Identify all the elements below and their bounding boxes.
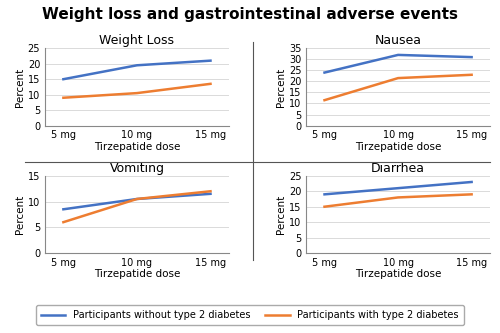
Y-axis label: Percent: Percent [276, 67, 286, 107]
X-axis label: Tirzepatide dose: Tirzepatide dose [94, 142, 180, 152]
Title: Diarrhea: Diarrhea [371, 162, 425, 174]
X-axis label: Tirzepatide dose: Tirzepatide dose [355, 142, 441, 152]
Legend: Participants without type 2 diabetes, Participants with type 2 diabetes: Participants without type 2 diabetes, Pa… [36, 305, 464, 325]
X-axis label: Tirzepatide dose: Tirzepatide dose [94, 269, 180, 279]
Y-axis label: Percent: Percent [276, 195, 286, 234]
X-axis label: Tirzepatide dose: Tirzepatide dose [355, 269, 441, 279]
Title: Vomiting: Vomiting [110, 162, 164, 174]
Y-axis label: Percent: Percent [15, 195, 25, 234]
Title: Nausea: Nausea [374, 34, 422, 47]
Text: Weight loss and gastrointestinal adverse events: Weight loss and gastrointestinal adverse… [42, 7, 458, 22]
Y-axis label: Percent: Percent [15, 67, 25, 107]
Title: Weight Loss: Weight Loss [100, 34, 174, 47]
